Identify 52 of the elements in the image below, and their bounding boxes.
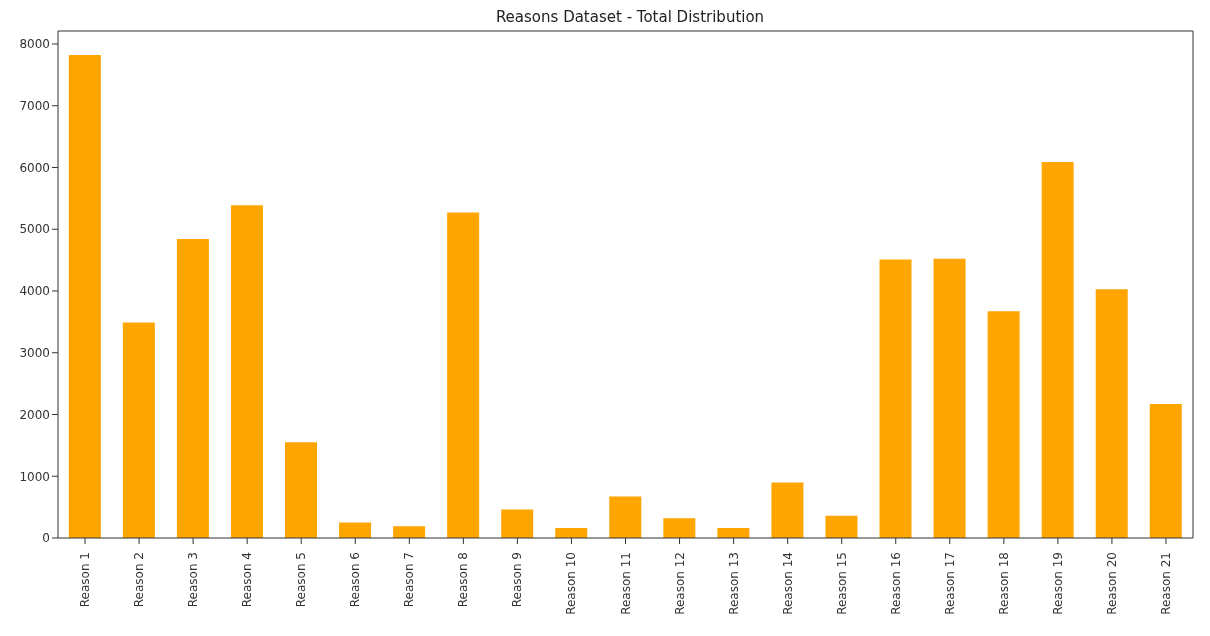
x-tick-label: Reason 3 (186, 552, 201, 608)
bar (176, 239, 209, 538)
y-tick-label: 5000 (19, 222, 50, 237)
bar (987, 311, 1020, 538)
bar (285, 442, 317, 538)
y-tick-label: 2000 (19, 407, 50, 422)
bar (555, 528, 588, 538)
bar (825, 515, 858, 538)
x-tick-label: Reason 8 (456, 552, 471, 608)
y-tick-label: 8000 (19, 37, 50, 52)
y-tick-label: 3000 (19, 346, 50, 360)
x-tick-label: Reason 1 (78, 552, 93, 608)
x-tick-label: Reason 9 (510, 552, 525, 608)
x-tick-label: Reason 5 (294, 552, 309, 608)
x-tick-label: Reason 4 (240, 552, 255, 608)
x-tick-label: Reason 17 (942, 552, 957, 615)
bar (663, 518, 696, 538)
bar (339, 522, 372, 538)
bar (393, 526, 426, 538)
bar (447, 212, 480, 538)
x-tick-label: Reason 6 (348, 552, 363, 608)
y-tick-label: 0 (42, 531, 50, 546)
x-tick-label: Reason 15 (834, 552, 849, 615)
chart-title: Reasons Dataset - Total Distribution (494, 8, 766, 28)
bar (933, 258, 966, 538)
bar (68, 55, 101, 538)
y-tick-label: 1000 (19, 469, 50, 484)
bar (609, 496, 642, 538)
x-tick-label: Reason 19 (1050, 552, 1065, 615)
bar (230, 205, 263, 538)
x-tick-label: Reason 16 (888, 552, 903, 615)
y-tick-label: 6000 (19, 160, 50, 175)
x-tick-label: Reason 12 (672, 552, 687, 615)
bar (501, 509, 534, 538)
x-tick-label: Reason 11 (618, 552, 633, 615)
x-tick-label: Reason 2 (132, 552, 147, 608)
x-tick-label: Reason 7 (402, 552, 417, 608)
bar (879, 259, 912, 538)
y-tick-label: 4000 (19, 284, 50, 299)
bar (771, 482, 804, 538)
x-tick-label: Reason 13 (726, 552, 741, 615)
x-tick-label: Reason 21 (1158, 552, 1173, 615)
x-tick-label: Reason 20 (1104, 552, 1119, 615)
x-tick-label: Reason 18 (996, 552, 1011, 615)
bar (1095, 289, 1128, 538)
x-tick-label: Reason 10 (564, 552, 579, 615)
y-tick-label: 7000 (19, 98, 50, 113)
bar (717, 528, 750, 538)
bar (1041, 161, 1074, 538)
x-tick-label: Reason 14 (780, 552, 795, 615)
bar (1149, 403, 1182, 538)
bar (122, 322, 155, 538)
